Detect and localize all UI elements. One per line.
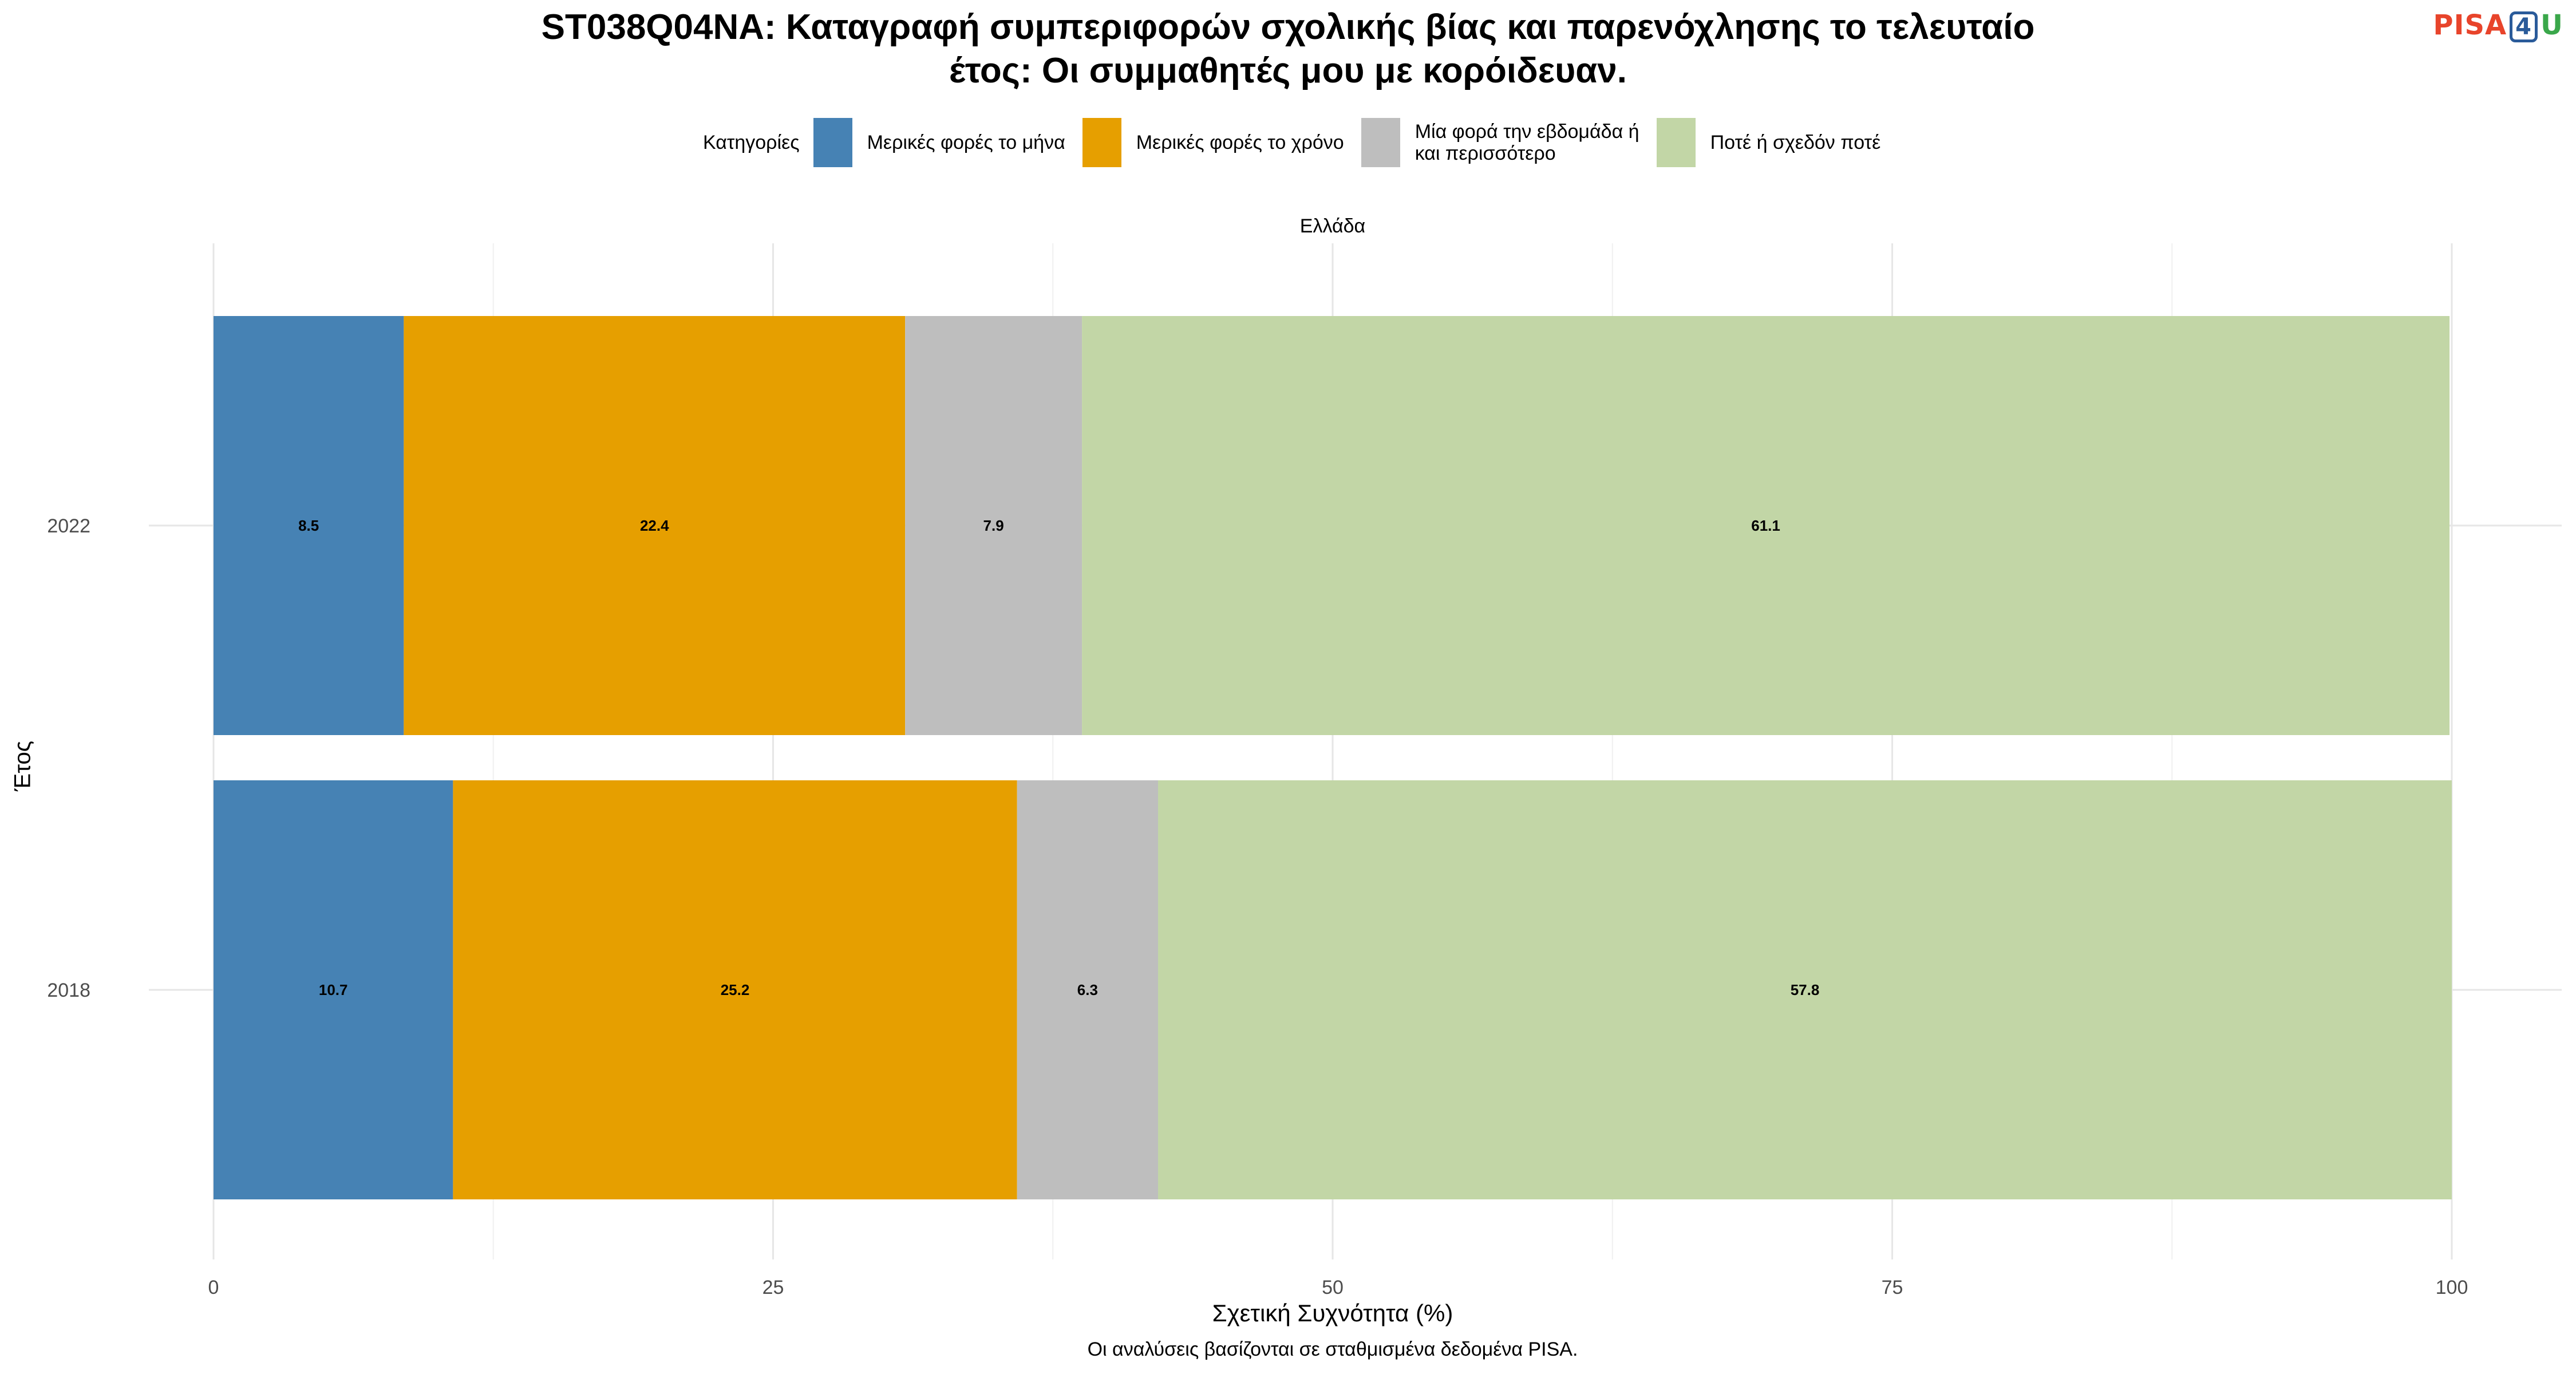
legend-key-monthly (813, 118, 852, 167)
data-label: 10.7 (319, 981, 348, 998)
data-label: 6.3 (1077, 981, 1098, 998)
pisa4u-logo: PISA 4 U (2433, 9, 2563, 42)
chart-title-line2: έτος: Οι συμμαθητές μου με κορόιδευαν. (949, 51, 1627, 90)
bar-segment (404, 316, 906, 735)
data-label: 8.5 (298, 517, 319, 534)
caption: Οι αναλύσεις βασίζονται σε σταθμισμένα δ… (1087, 1339, 1578, 1360)
legend-label-monthly: Μερικές φορές το μήνα (867, 132, 1065, 153)
x-tick-label: 75 (1882, 1277, 1903, 1298)
legend-key-yearly (1082, 118, 1121, 167)
bar-segment (1017, 780, 1159, 1199)
facet-label: Ελλάδα (1299, 215, 1366, 237)
bar-segment (1158, 780, 2452, 1199)
legend-label-never: Ποτέ ή σχεδόν ποτέ (1710, 132, 1881, 153)
logo-four-text: 4 (2510, 11, 2538, 42)
bar-segment (453, 780, 1017, 1199)
legend-item-weekly: Μία φορά την εβδομάδα ή και περισσότερο (1361, 118, 1639, 167)
y-tick-label: 2022 (47, 515, 90, 537)
data-label: 22.4 (640, 517, 669, 534)
logo-pisa-text: PISA (2433, 9, 2507, 41)
data-label: 57.8 (1791, 981, 1820, 998)
legend-key-never (1656, 118, 1696, 167)
legend-key-weekly (1361, 118, 1400, 167)
bar-segment (1082, 316, 2450, 735)
bar-segment (905, 316, 1082, 735)
data-label: 25.2 (721, 981, 750, 998)
legend-label-weekly: Μία φορά την εβδομάδα ή και περισσότερο (1415, 121, 1639, 164)
chart-title: ST038Q04NA: Καταγραφή συμπεριφορών σχολι… (0, 6, 2576, 93)
data-label: 61.1 (1751, 517, 1780, 534)
x-tick-label: 25 (762, 1277, 784, 1298)
x-tick-label: 50 (1322, 1277, 1344, 1298)
x-axis-title: Σχετική Συχνότητα (%) (1212, 1300, 1453, 1326)
chart-title-line1: ST038Q04NA: Καταγραφή συμπεριφορών σχολι… (541, 7, 2035, 47)
x-tick-label: 100 (2436, 1277, 2468, 1298)
bar-segment (214, 780, 453, 1199)
legend-item-yearly: Μερικές φορές το χρόνο (1082, 118, 1344, 167)
y-tick-label: 2018 (47, 980, 90, 1001)
legend-item-monthly: Μερικές φορές το μήνα (813, 118, 1065, 167)
legend-item-never: Ποτέ ή σχεδόν ποτέ (1656, 118, 1881, 167)
legend: Κατηγορίες Μερικές φορές το μήνα Μερικές… (703, 117, 1898, 168)
x-tick-label: 0 (208, 1277, 219, 1298)
y-axis-title: Έτος (10, 740, 35, 792)
legend-title: Κατηγορίες (703, 131, 800, 153)
bar-segment (214, 316, 404, 735)
legend-label-yearly: Μερικές φορές το χρόνο (1136, 132, 1344, 153)
data-label: 7.9 (983, 517, 1004, 534)
logo-u-text: U (2541, 9, 2563, 41)
